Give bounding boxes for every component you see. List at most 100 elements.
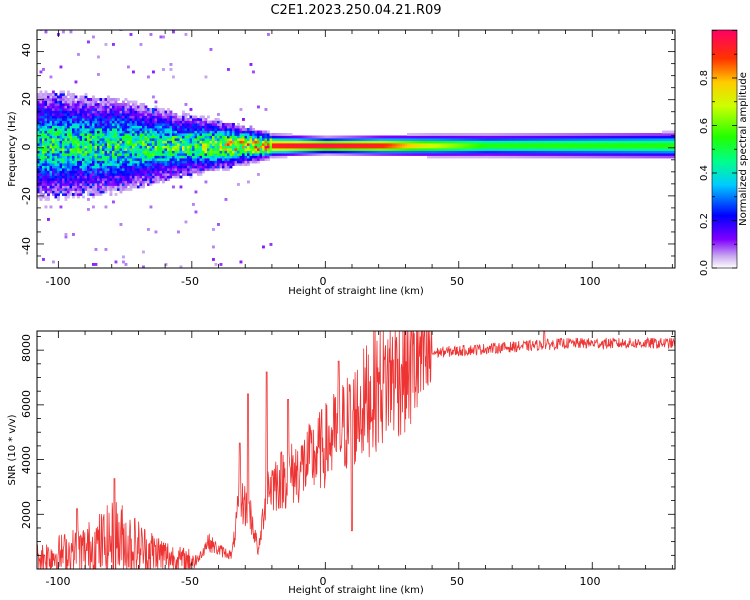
heatmap-cell [319, 138, 323, 141]
heatmap-cell [72, 175, 75, 179]
heatmap-cell [454, 133, 458, 136]
heatmap-cell [304, 150, 308, 154]
heatmap-cell [319, 148, 323, 151]
colorbar-tick-label: 0.8 [699, 70, 710, 86]
heatmap-cell [62, 190, 65, 194]
heatmap-cell [194, 135, 198, 139]
heatmap-cell [127, 130, 130, 134]
heatmap-cell [139, 125, 143, 129]
heatmap-cell [57, 113, 60, 116]
heatmap-cell [629, 153, 633, 156]
heatmap-cell [507, 155, 510, 159]
heatmap-cell [589, 153, 593, 156]
heatmap-cell [97, 120, 100, 124]
heatmap-cell [604, 153, 608, 156]
heatmap-cell [92, 155, 95, 159]
heatmap-cell [364, 148, 368, 151]
heatmap-cell [139, 160, 143, 164]
heatmap-cell [152, 155, 155, 159]
heatmap-cell [357, 148, 360, 151]
heatmap-cell [232, 150, 235, 154]
heatmap-cell [234, 135, 238, 139]
heatmap-cell [247, 155, 250, 159]
heatmap-cell [137, 153, 140, 156]
heatmap-cell [512, 153, 515, 156]
heatmap-cell [84, 180, 88, 184]
heatmap-cell [214, 120, 218, 124]
heatmap-cell [89, 103, 93, 106]
heatmap-cell [54, 128, 58, 131]
heatmap-cell [617, 133, 620, 136]
heatmap-cell [517, 140, 520, 144]
heatmap-cell [122, 138, 125, 141]
heatmap-cell [142, 118, 145, 121]
heatmap-cell [609, 148, 613, 151]
heatmap-cell [57, 120, 60, 124]
heatmap-cell [232, 130, 235, 134]
heatmap-cell [424, 150, 428, 154]
heatmap-cell [79, 108, 83, 111]
heatmap-cell [142, 168, 145, 171]
heatmap-cell [357, 145, 360, 149]
heatmap-cell [614, 155, 618, 159]
heatmap-cell [339, 135, 343, 139]
heatmap-cell [134, 158, 138, 161]
heatmap-cell [297, 145, 300, 149]
heatmap-cell [112, 178, 115, 181]
heatmap-cell [267, 135, 270, 139]
heatmap-cell [142, 250, 145, 254]
heatmap-cell [119, 168, 123, 171]
heatmap-cell [72, 133, 75, 136]
heatmap-cell [199, 123, 203, 126]
heatmap-cell [342, 135, 345, 139]
heatmap-cell [147, 110, 150, 114]
heatmap-cell [222, 138, 225, 141]
heatmap-cell [152, 170, 155, 174]
heatmap-cell [87, 165, 90, 169]
heatmap-cell [354, 145, 358, 149]
heatmap-cell [334, 143, 338, 146]
heatmap-cell [92, 188, 95, 191]
heatmap-cell [154, 135, 158, 139]
heatmap-cell [142, 265, 145, 268]
heatmap-cell [79, 188, 83, 191]
heatmap-cell [287, 138, 290, 141]
heatmap-cell [139, 178, 143, 181]
heatmap-cell [117, 150, 120, 154]
heatmap-cell [424, 138, 428, 141]
heatmap-cell [529, 138, 533, 141]
heatmap-cell [119, 185, 123, 189]
heatmap-cell [164, 123, 168, 126]
heatmap-cell [47, 98, 50, 101]
heatmap-cell [102, 190, 105, 194]
heatmap-cell [127, 173, 130, 176]
heatmap-cell [187, 130, 190, 134]
heatmap-cell [184, 125, 188, 129]
heatmap-cell [39, 143, 43, 146]
heatmap-cell [64, 193, 68, 196]
heatmap-cell [62, 145, 65, 149]
heatmap-cell [184, 163, 188, 166]
heatmap-cell [97, 178, 100, 181]
heatmap-cell [129, 150, 133, 154]
heatmap-cell [239, 130, 243, 134]
heatmap-cell [94, 133, 98, 136]
heatmap-cell [254, 148, 258, 151]
heatmap-cell [97, 188, 100, 191]
heatmap-cell [209, 130, 213, 134]
heatmap-cell [114, 183, 118, 186]
heatmap-cell [92, 123, 95, 126]
heatmap-cell [197, 173, 200, 176]
heatmap-cell [232, 145, 235, 149]
heatmap-cell [429, 153, 433, 156]
heatmap-cell [57, 188, 60, 191]
heatmap-cell [259, 143, 263, 146]
heatmap-cell [92, 145, 95, 149]
heatmap-cell [172, 30, 175, 34]
heatmap-cell [157, 150, 160, 154]
heatmap-cell [152, 175, 155, 179]
heatmap-cell [67, 190, 70, 194]
heatmap-cell [144, 180, 148, 184]
heatmap-cell [662, 153, 665, 156]
heatmap-cell [79, 118, 83, 121]
